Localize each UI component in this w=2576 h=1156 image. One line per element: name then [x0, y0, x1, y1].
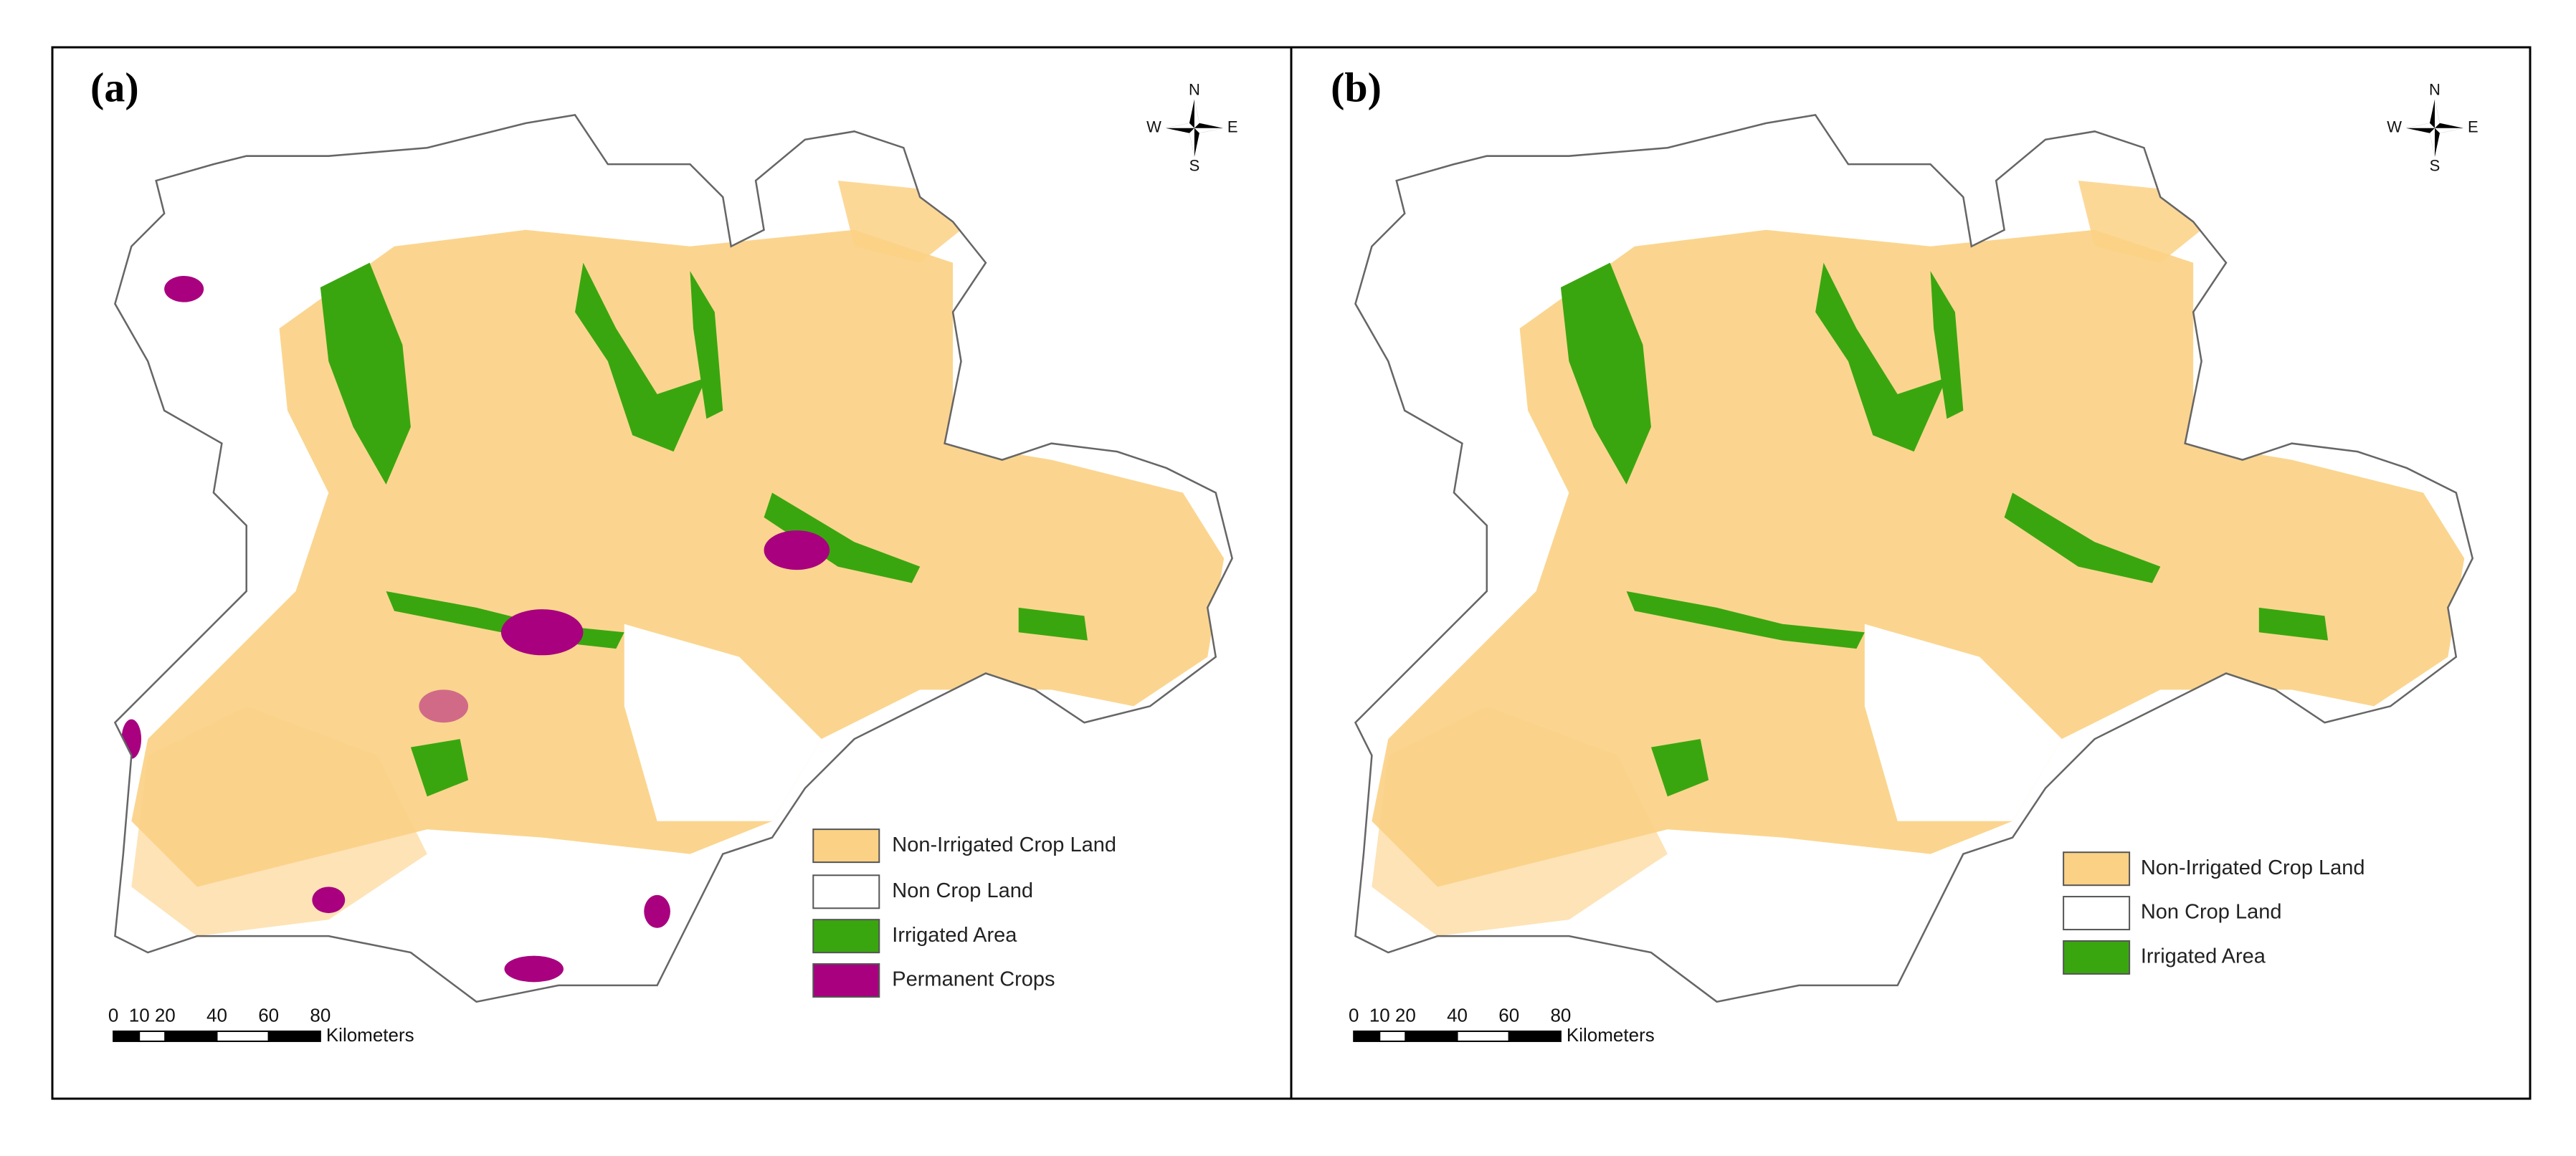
panel-label: (a): [90, 64, 139, 110]
legend-swatch: [2063, 940, 2131, 975]
compass-north: N: [1189, 81, 1200, 99]
scale-segment: [164, 1030, 218, 1042]
scale-tick-label: 20: [155, 1004, 176, 1026]
legend-label: Irrigated Area: [892, 924, 1017, 947]
legend-label: Non Crop Land: [892, 879, 1033, 902]
compass-west: W: [2387, 118, 2402, 136]
scale-tick-label: 40: [206, 1004, 227, 1026]
legend-label: Non Crop Land: [2141, 901, 2282, 924]
scale-segment: [267, 1030, 321, 1042]
compass-north: N: [2429, 81, 2440, 99]
compass-east: E: [1227, 118, 1238, 136]
scale-tick-label: 20: [1395, 1004, 1416, 1026]
scale-tick-label: 80: [310, 1004, 331, 1026]
scale-segment: [1353, 1030, 1381, 1042]
scale-segment: [113, 1030, 141, 1042]
scale-unit: Kilometers: [1567, 1024, 1655, 1046]
legend-swatch: [2063, 851, 2131, 887]
compass-south: S: [2430, 157, 2440, 175]
panel-label: (b): [1331, 64, 1382, 110]
scale-tick-label: 60: [1498, 1004, 1519, 1026]
scale-tick-label: 0: [1349, 1004, 1359, 1026]
legend-swatch: [812, 963, 880, 998]
scale-segment: [1405, 1030, 1458, 1042]
scale-segment: [1508, 1030, 1562, 1042]
legend-label: Permanent Crops: [892, 968, 1055, 991]
legend-label: Non-Irrigated Crop Land: [892, 833, 1116, 856]
compass-south: S: [1189, 157, 1200, 175]
scale-segment: [1379, 1030, 1407, 1042]
compass-rose: [1165, 99, 1223, 157]
legend-swatch: [812, 919, 880, 954]
compass-west: W: [1146, 118, 1161, 136]
compass-rose: [1165, 99, 1223, 157]
panel: (b) N S E W Non-Irrigated Crop Land Non Crop L…: [1331, 64, 2478, 1045]
scale-tick-label: 0: [108, 1004, 118, 1026]
scale-tick-label: 60: [258, 1004, 279, 1026]
scale-segment: [1456, 1030, 1510, 1042]
scale-tick-label: 40: [1447, 1004, 1468, 1026]
scale-tick-label: 80: [1550, 1004, 1571, 1026]
compass-east: E: [2468, 118, 2478, 136]
panel: (a) N S E W Non-Irrigated Crop Land Non Crop L…: [90, 64, 1238, 1045]
compass-rose: [2406, 99, 2464, 157]
scale-tick-label: 10: [1369, 1004, 1390, 1026]
legend-swatch: [812, 874, 880, 909]
legend-swatch: [812, 828, 880, 864]
scale-tick-label: 10: [129, 1004, 150, 1026]
scale-unit: Kilometers: [326, 1024, 414, 1046]
scale-segment: [138, 1030, 166, 1042]
legend-swatch: [2063, 896, 2131, 931]
scale-segment: [216, 1030, 270, 1042]
legend-label: Irrigated Area: [2141, 945, 2266, 968]
legend-label: Non-Irrigated Crop Land: [2141, 856, 2365, 879]
